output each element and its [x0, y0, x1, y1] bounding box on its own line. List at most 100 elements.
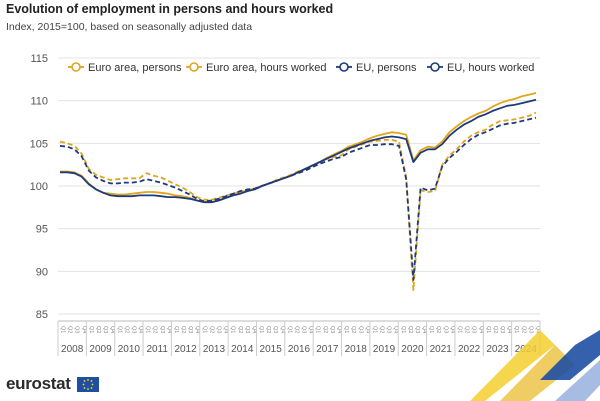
- quarter-label: Q1: [145, 326, 151, 333]
- quarter-label: Q4: [81, 326, 87, 333]
- quarter-label: Q4: [421, 326, 427, 333]
- legend-label-2: EU, persons: [356, 62, 417, 74]
- quarter-label: Q4: [393, 326, 399, 333]
- x-year-label: 2020: [401, 344, 424, 355]
- chart-title: Evolution of employment in persons and h…: [6, 2, 334, 16]
- quarter-label: Q3: [414, 326, 420, 333]
- x-year-label: 2013: [203, 344, 226, 355]
- x-year-label: 2018: [345, 344, 368, 355]
- quarter-label: Q4: [506, 326, 512, 333]
- quarter-label: Q3: [471, 326, 477, 333]
- quarter-label: Q3: [442, 326, 448, 333]
- y-tick-label: 85: [36, 309, 48, 321]
- legend-marker-3: [430, 62, 440, 72]
- quarter-label: Q3: [74, 326, 80, 333]
- quarter-label: Q2: [67, 326, 73, 333]
- quarter-label: Q1: [456, 326, 462, 333]
- x-year-label: 2015: [260, 344, 283, 355]
- x-year-label: 2008: [61, 344, 84, 355]
- x-year-label: 2016: [288, 344, 311, 355]
- quarter-label: Q4: [308, 326, 314, 333]
- quarter-label: Q1: [343, 326, 349, 333]
- quarter-label: Q4: [449, 326, 455, 333]
- quarter-label: Q4: [138, 326, 144, 333]
- y-tick-label: 90: [36, 266, 48, 278]
- quarter-label: Q4: [336, 326, 342, 333]
- quarter-label: Q4: [223, 326, 229, 333]
- quarter-label: Q2: [322, 326, 328, 333]
- x-year-label: 2014: [231, 344, 254, 355]
- legend-marker-0: [71, 62, 81, 72]
- quarter-label: Q2: [237, 326, 243, 333]
- quarter-label: Q1: [116, 326, 122, 333]
- legend-label-3: EU, hours worked: [447, 62, 534, 74]
- quarter-label: Q1: [173, 326, 179, 333]
- quarter-label: Q2: [350, 326, 356, 333]
- quarter-label: Q1: [513, 326, 519, 333]
- quarter-label: Q2: [123, 326, 129, 333]
- quarter-label: Q1: [258, 326, 264, 333]
- quarter-label: Q2: [464, 326, 470, 333]
- legend-marker-2: [339, 62, 349, 72]
- quarter-label: Q4: [194, 326, 200, 333]
- quarter-label: Q1: [88, 326, 94, 333]
- x-year-label: 2009: [89, 344, 112, 355]
- x-year-label: 2021: [430, 344, 453, 355]
- quarter-label: Q1: [485, 326, 491, 333]
- eurostat-logo: eurostat: [6, 374, 99, 394]
- quarter-label: Q4: [279, 326, 285, 333]
- quarter-label: Q3: [187, 326, 193, 333]
- y-tick-label: 115: [30, 53, 48, 65]
- quarter-label: Q2: [293, 326, 299, 333]
- quarter-label: Q1: [286, 326, 292, 333]
- quarter-label: Q2: [208, 326, 214, 333]
- x-year-label: 2010: [118, 344, 141, 355]
- quarter-label: Q2: [492, 326, 498, 333]
- chart-legend: Euro area, persons Euro area, hours worke…: [68, 62, 534, 74]
- quarter-label: Q2: [379, 326, 385, 333]
- quarter-label: Q4: [166, 326, 172, 333]
- x-year-label: 2019: [373, 344, 396, 355]
- series-line-2: [60, 98, 537, 204]
- legend-label-1: Euro area, hours worked: [206, 62, 326, 74]
- quarter-label: Q1: [315, 326, 321, 333]
- chart-subtitle: Index, 2015=100, based on seasonally adj…: [6, 21, 253, 33]
- x-year-label: 2022: [458, 344, 481, 355]
- eu-flag-icon: [76, 376, 99, 392]
- quarter-label: Q1: [60, 326, 66, 333]
- y-tick-label: 100: [30, 181, 48, 193]
- quarter-label: Q1: [400, 326, 406, 333]
- x-year-label: 2023: [486, 344, 509, 355]
- y-tick-label: 105: [30, 138, 48, 150]
- quarter-label: Q2: [520, 326, 526, 333]
- quarter-label: Q1: [371, 326, 377, 333]
- y-tick-label: 95: [36, 224, 48, 236]
- quarter-label: Q2: [407, 326, 413, 333]
- quarter-label: Q1: [428, 326, 434, 333]
- grid-layer: [58, 57, 540, 315]
- quarter-label: Q3: [527, 326, 533, 333]
- quarter-label: Q3: [499, 326, 505, 333]
- quarter-label: Q4: [478, 326, 484, 333]
- quarter-label: Q3: [130, 326, 136, 333]
- legend-label-0: Euro area, persons: [88, 62, 182, 74]
- quarter-label: Q3: [215, 326, 221, 333]
- logo-text: eurostat: [6, 374, 71, 393]
- quarter-label: Q2: [95, 326, 101, 333]
- quarter-label: Q2: [435, 326, 441, 333]
- quarter-label: Q1: [230, 326, 236, 333]
- quarter-label: Q4: [109, 326, 115, 333]
- quarter-label: Q3: [386, 326, 392, 333]
- quarter-label: Q3: [272, 326, 278, 333]
- series-layer: [59, 92, 537, 291]
- quarter-label: Q2: [180, 326, 186, 333]
- quarter-label: Q3: [102, 326, 108, 333]
- quarter-label: Q3: [244, 326, 250, 333]
- x-year-label: 2011: [146, 344, 168, 355]
- legend-marker-1: [189, 62, 199, 72]
- quarter-label: Q3: [357, 326, 363, 333]
- quarter-label: Q1: [201, 326, 207, 333]
- y-tick-label: 110: [30, 96, 48, 108]
